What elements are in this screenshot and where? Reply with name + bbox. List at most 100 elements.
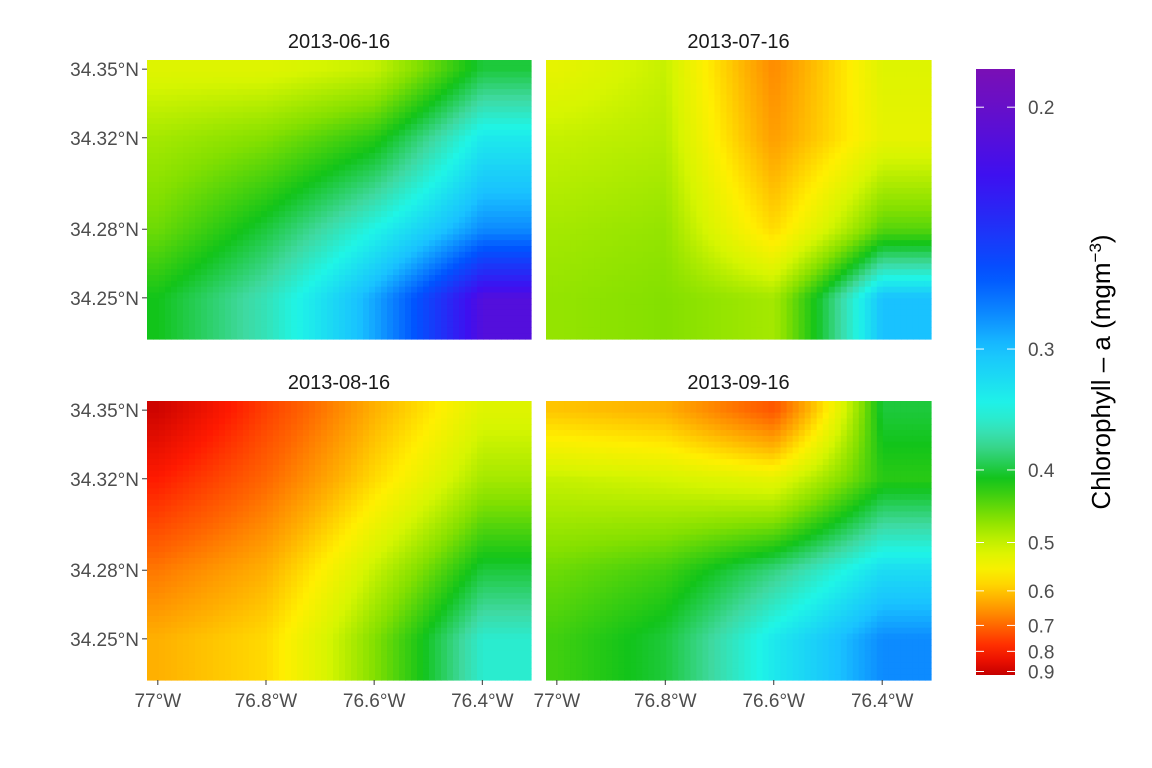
heatmap-cell (345, 170, 352, 177)
heatmap-cell (159, 222, 166, 230)
heatmap-cell (612, 65, 619, 73)
heatmap-cell (672, 129, 679, 137)
heatmap-cell (375, 129, 382, 137)
heatmap-cell (594, 94, 601, 102)
heatmap-cell (495, 193, 502, 201)
heatmap-cell (243, 118, 250, 125)
heatmap-cell (453, 141, 460, 148)
heatmap-cell (708, 263, 716, 270)
heatmap-cell (774, 106, 782, 113)
heatmap-cell (648, 106, 655, 113)
heatmap-cell (255, 222, 262, 230)
heatmap-cell (165, 257, 172, 265)
heatmap-cell (423, 315, 430, 323)
heatmap-cell (477, 77, 484, 84)
heatmap-cell (507, 309, 514, 317)
heatmap-cell (189, 129, 196, 137)
heatmap-cell (762, 246, 770, 253)
heatmap-cell (177, 193, 184, 201)
heatmap-cell (576, 292, 583, 299)
heatmap-cell (327, 304, 334, 311)
heatmap-cell (387, 257, 394, 265)
heatmap-cell (672, 176, 679, 183)
heatmap-cell (612, 182, 619, 189)
heatmap-cell (636, 170, 643, 177)
heatmap-cell (483, 83, 490, 90)
heatmap-cell (471, 141, 478, 148)
heatmap-cell (744, 234, 752, 241)
heatmap-cell (183, 205, 190, 212)
heatmap-cell (333, 292, 340, 299)
heatmap-cell (684, 94, 691, 102)
heatmap-cell (207, 123, 214, 131)
heatmap-cell (642, 298, 649, 305)
heatmap-cell (471, 309, 478, 317)
heatmap-cell (369, 251, 376, 259)
heatmap-cell (732, 164, 740, 172)
heatmap-cell (594, 234, 601, 241)
heatmap-cell (750, 83, 758, 90)
heatmap-cell (333, 71, 340, 79)
heatmap-cell (447, 298, 454, 305)
heatmap-cell (291, 89, 298, 96)
heatmap-cell (405, 205, 412, 212)
heatmap-cell (465, 292, 472, 299)
heatmap-cell (666, 222, 673, 230)
heatmap-cell (684, 193, 691, 201)
heatmap-cell (411, 275, 418, 282)
heatmap-cell (768, 234, 776, 241)
heatmap-cell (732, 199, 740, 206)
heatmap-cell (525, 286, 532, 294)
heatmap-cell (441, 269, 448, 276)
heatmap-cell (726, 158, 734, 166)
heatmap-cell (756, 286, 764, 294)
heatmap-cell (243, 222, 250, 230)
heatmap-cell (423, 246, 430, 253)
heatmap-cell (165, 182, 172, 189)
heatmap-cell (171, 123, 178, 131)
heatmap-cell (471, 298, 478, 305)
heatmap-cell (351, 222, 358, 230)
heatmap-cell (297, 327, 304, 334)
heatmap-cell (327, 234, 334, 241)
heatmap-cell (672, 246, 679, 253)
heatmap-cell (720, 71, 728, 79)
heatmap-cell (678, 199, 685, 206)
heatmap-cell (726, 257, 734, 265)
heatmap-cell (471, 129, 478, 137)
heatmap-cell (696, 77, 704, 84)
heatmap-cell (744, 129, 752, 137)
heatmap-cell (696, 246, 704, 253)
heatmap-cell (189, 275, 196, 282)
heatmap-cell (501, 286, 508, 294)
heatmap-cell (225, 164, 232, 172)
heatmap-cell (303, 164, 310, 172)
heatmap-cell (261, 170, 268, 177)
heatmap-cell (423, 205, 430, 212)
heatmap-cell (702, 246, 710, 253)
heatmap-cell (576, 257, 583, 265)
heatmap-cell (363, 309, 370, 317)
heatmap-cell (684, 170, 691, 177)
heatmap-cell (648, 153, 655, 160)
heatmap-cell (702, 286, 710, 294)
heatmap-cell (732, 327, 740, 334)
heatmap-cell (381, 170, 388, 177)
heatmap-cell (399, 94, 406, 102)
heatmap-cell (435, 71, 442, 79)
heatmap-cell (447, 228, 454, 235)
heatmap-cell (762, 327, 770, 334)
heatmap-cell (285, 182, 292, 189)
heatmap-cell (177, 205, 184, 212)
heatmap-cell (351, 246, 358, 253)
heatmap-cell (345, 83, 352, 90)
heatmap-cell (588, 286, 595, 294)
heatmap-cell (477, 60, 484, 67)
heatmap-cell (495, 147, 502, 154)
heatmap-cell (255, 292, 262, 299)
heatmap-cell (714, 251, 722, 259)
heatmap-cell (411, 187, 418, 195)
heatmap-cell (642, 263, 649, 270)
heatmap-cell (273, 106, 280, 113)
